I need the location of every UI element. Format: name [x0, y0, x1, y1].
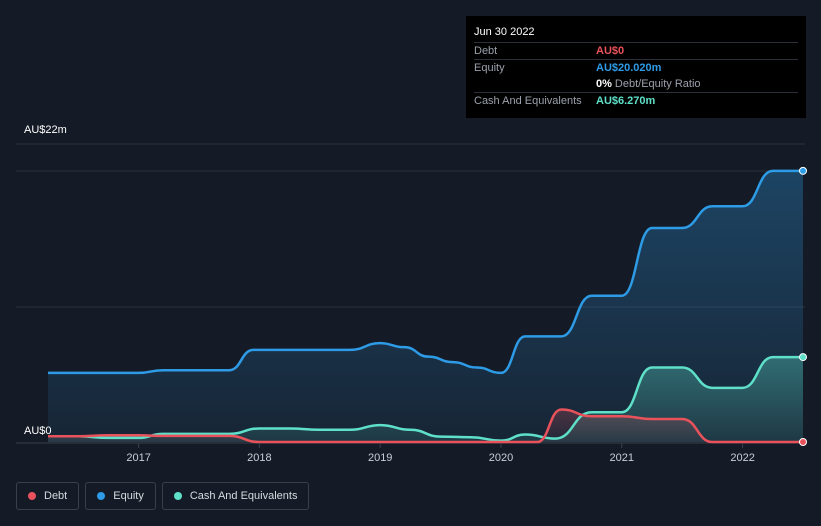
- cash-dot-icon: [173, 492, 182, 500]
- tooltip-panel: Jun 30 2022 Debt AU$0 Equity AU$20.020m …: [466, 16, 806, 118]
- tooltip-equity-label: Equity: [474, 62, 505, 74]
- tooltip-row-equity: Equity AU$20.020m: [474, 59, 798, 76]
- legend-item-equity[interactable]: Equity: [85, 482, 156, 510]
- y-axis-max-label: AU$22m: [24, 124, 67, 136]
- tooltip-row-debt: Debt AU$0: [474, 42, 798, 59]
- legend-item-debt[interactable]: Debt: [16, 482, 80, 510]
- equity-dot-icon: [97, 492, 106, 500]
- x-tick-label-2018: 2018: [247, 452, 271, 464]
- series-areas: [48, 170, 803, 442]
- tooltip-debt-label: Debt: [474, 45, 498, 57]
- legend-item-cash[interactable]: Cash And Equivalents: [161, 482, 310, 510]
- x-tick-label-2020: 2020: [489, 452, 513, 464]
- debt-area: [48, 409, 803, 442]
- tooltip-cash-value: AU$6.270m: [596, 95, 656, 107]
- tooltip-row-cash: Cash And Equivalents AU$6.270m: [474, 92, 798, 109]
- x-tick-label-2021: 2021: [610, 452, 634, 464]
- legend: Debt Equity Cash And Equivalents: [16, 482, 310, 510]
- debt-dot-icon: [28, 492, 36, 500]
- series-lines: [48, 169, 803, 444]
- tooltip-date: Jun 30 2022: [474, 26, 535, 38]
- legend-equity-label: Equity: [113, 490, 144, 502]
- equity-area: [48, 170, 803, 442]
- x-axis-ticks: 2017 2018 2019 2020 2021 2022: [126, 443, 755, 464]
- tooltip-row-ratio: 0% Debt/Equity Ratio: [474, 76, 798, 92]
- x-tick-label-2019: 2019: [368, 452, 392, 464]
- x-tick-label-2017: 2017: [126, 452, 150, 464]
- debt-endpoint: [799, 438, 807, 446]
- debt-line: [48, 408, 803, 444]
- tooltip-equity-value: AU$20.020m: [596, 62, 662, 74]
- series-endpoints: [799, 166, 807, 446]
- tooltip-ratio-value: 0%: [596, 78, 612, 90]
- x-tick-label-2022: 2022: [730, 452, 754, 464]
- tooltip-ratio-label: Debt/Equity Ratio: [614, 78, 701, 90]
- legend-debt-label: Debt: [44, 490, 68, 502]
- tooltip-cash-label: Cash And Equivalents: [474, 95, 582, 107]
- equity-endpoint: [799, 166, 807, 175]
- equity-line: [48, 169, 803, 375]
- tooltip-debt-value: AU$0: [596, 45, 625, 57]
- cash-line: [48, 355, 803, 442]
- cash-endpoint: [799, 353, 807, 362]
- y-axis-min-label: AU$0: [24, 425, 52, 437]
- legend-cash-label: Cash And Equivalents: [189, 490, 298, 502]
